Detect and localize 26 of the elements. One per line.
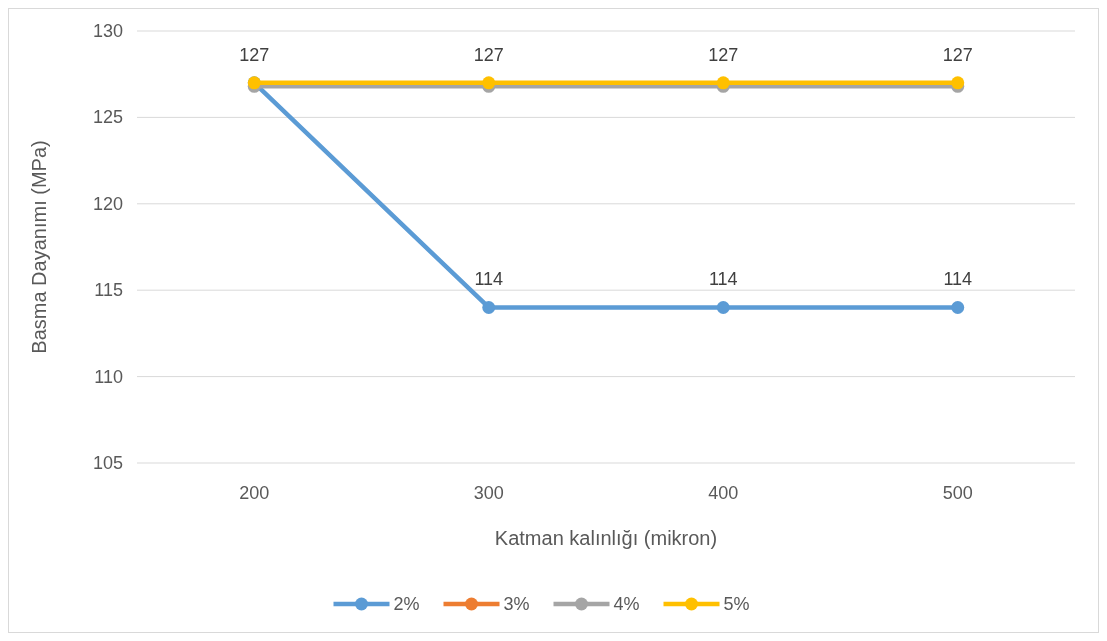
data-label: 127 xyxy=(708,44,739,65)
data-label: 114 xyxy=(474,269,504,290)
legend-label: 5% xyxy=(723,594,750,614)
y-tick-label: 120 xyxy=(92,193,123,214)
data-label: 114 xyxy=(943,269,973,290)
y-tick-label: 110 xyxy=(94,366,123,387)
x-tick-label: 400 xyxy=(708,483,739,503)
x-tick-label: 200 xyxy=(239,483,270,503)
x-axis-title: Katman kalınlığı (mikron) xyxy=(494,527,718,549)
point xyxy=(716,300,730,314)
y-tick-label: 115 xyxy=(94,280,123,301)
data-label: 127 xyxy=(942,44,973,65)
legend-label: 3% xyxy=(503,594,530,614)
legend-label: 2% xyxy=(393,594,420,614)
data-label: 127 xyxy=(473,44,504,65)
y-axis-title: Basma Dayanımı (MPa) xyxy=(28,140,50,354)
data-label: 114 xyxy=(708,269,738,290)
x-tick-label: 300 xyxy=(473,483,504,503)
legend-label: 4% xyxy=(613,594,640,614)
y-tick-label: 130 xyxy=(92,21,123,41)
data-label: 127 xyxy=(239,44,270,65)
y-tick-label: 105 xyxy=(92,453,123,473)
point xyxy=(951,300,965,314)
x-tick-label: 500 xyxy=(942,483,973,503)
y-tick-label: 125 xyxy=(92,107,123,128)
point xyxy=(482,300,496,314)
